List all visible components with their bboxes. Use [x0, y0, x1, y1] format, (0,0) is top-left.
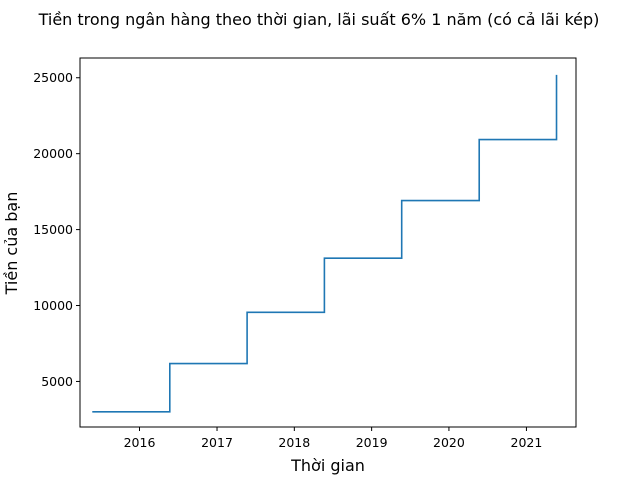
x-axis-title: Thời gian	[290, 456, 365, 475]
y-axis-title: Tiền của bạn	[2, 192, 21, 296]
y-tick-label: 15000	[33, 222, 73, 237]
y-tick-label: 10000	[33, 298, 73, 313]
plot-area: 2016 2017 2018 2019 2020 2021 5000 10000 15000 20…	[33, 57, 577, 450]
y-tick-label: 5000	[41, 374, 73, 389]
y-tick-label: 20000	[33, 146, 73, 161]
x-tick-label: 2018	[278, 435, 310, 450]
y-tick-label: 25000	[33, 70, 73, 85]
x-tick-label: 2017	[201, 435, 233, 450]
x-tick-label: 2020	[433, 435, 465, 450]
x-tick-label: 2019	[356, 435, 388, 450]
x-tick-label: 2016	[124, 435, 156, 450]
axes-frame	[79, 57, 577, 428]
chart-title: Tiền trong ngân hàng theo thời gian, lãi…	[38, 10, 600, 29]
x-tick-label: 2021	[511, 435, 543, 450]
series-line	[92, 74, 558, 413]
